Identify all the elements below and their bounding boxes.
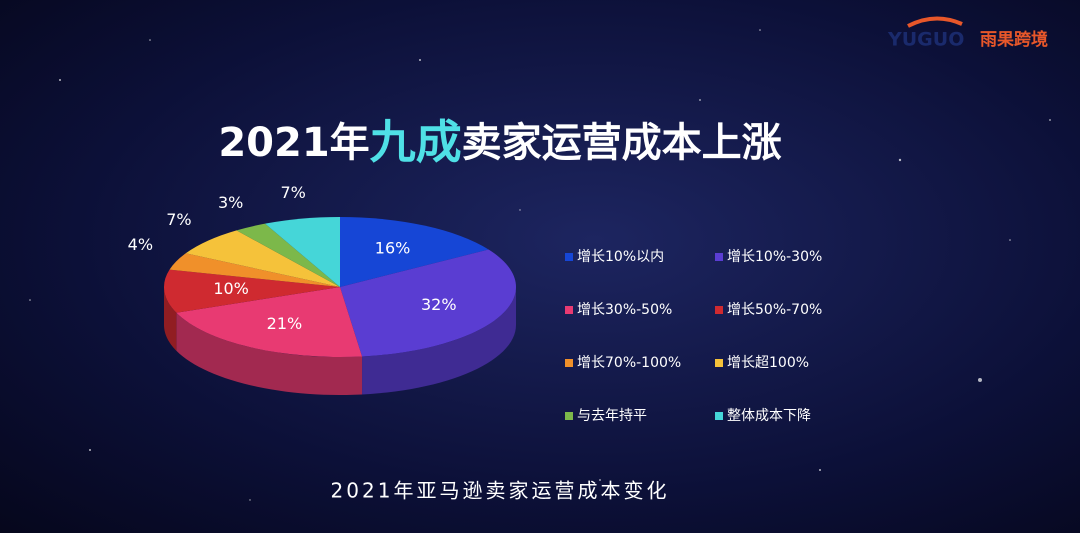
logo-swoosh [907, 16, 963, 28]
legend-label: 增长30%-50% [577, 302, 672, 318]
legend-swatch [715, 412, 723, 420]
slice [185, 230, 340, 287]
legend-swatch [715, 253, 723, 261]
logo-brand: YUGUO [887, 29, 964, 51]
legend-swatch [565, 412, 573, 420]
legend-swatch [565, 253, 573, 261]
slice [340, 217, 489, 287]
slice [236, 223, 340, 287]
legend-label: 与去年持平 [577, 408, 647, 424]
legend-label: 增长10%-30% [727, 249, 822, 265]
logo-name: 雨果跨境 [980, 29, 1048, 50]
legend-swatch [715, 306, 723, 314]
slice [169, 253, 340, 287]
chart-title: 2021年九成卖家运营成本上涨 [218, 115, 781, 169]
caption: 2021年亚马逊卖家运营成本变化 [331, 479, 670, 503]
value-label: 7% [166, 210, 191, 229]
title-part: 2021年 [218, 120, 369, 166]
slice-side [362, 287, 516, 395]
value-label: 7% [280, 183, 305, 202]
value-label: 4% [128, 235, 153, 254]
slice [340, 249, 516, 357]
legend-swatch [565, 306, 573, 314]
legend-label: 增长70%-100% [577, 355, 681, 371]
legend-label: 增长10%以内 [577, 249, 664, 265]
slice-side [176, 312, 363, 395]
value-label: 10% [213, 279, 249, 298]
stars [29, 29, 1051, 501]
legend-label: 增长超100% [727, 355, 809, 371]
value-label: 21% [267, 314, 303, 333]
value-label: 3% [218, 193, 243, 212]
slice [265, 217, 340, 287]
value-label: 16% [375, 238, 411, 257]
slice [164, 269, 340, 313]
title-highlight: 九成 [370, 115, 462, 169]
legend-swatch [565, 359, 573, 367]
legend-swatch [715, 359, 723, 367]
slice-side [164, 287, 177, 351]
title-part: 卖家运营成本上涨 [462, 120, 782, 166]
slice [176, 287, 363, 357]
legend-label: 整体成本下降 [727, 408, 811, 424]
value-label: 32% [421, 295, 457, 314]
legend-label: 增长50%-70% [727, 302, 822, 318]
